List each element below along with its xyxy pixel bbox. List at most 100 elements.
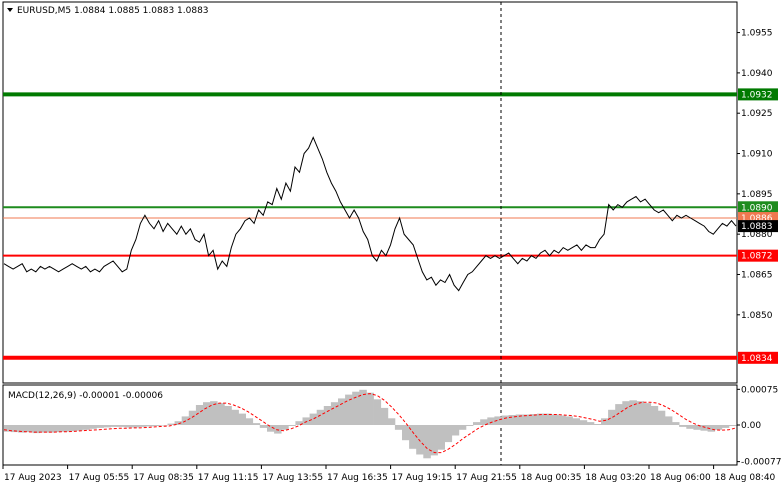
macd-bar xyxy=(309,413,318,425)
macd-axis: 0.00075 0.00 -0.00077 xyxy=(737,385,781,468)
time-tick-label: 17 Aug 11:15 xyxy=(198,473,259,483)
macd-bar xyxy=(25,425,33,433)
time-tick-label: 18 Aug 08:40 xyxy=(715,473,776,483)
macd-bar xyxy=(501,415,509,425)
macd-bar xyxy=(615,404,623,425)
macd-bar xyxy=(217,403,225,425)
macd-bar xyxy=(238,413,246,425)
macd-tick-label: -0.00077 xyxy=(741,458,781,468)
level-price-tag xyxy=(738,201,778,214)
macd-bar xyxy=(544,413,552,425)
macd-bar xyxy=(537,413,545,425)
price-tick-label: 1.0865 xyxy=(741,270,773,280)
macd-bar xyxy=(323,406,332,425)
macd-bar xyxy=(622,401,630,425)
macd-bar xyxy=(672,422,680,425)
level-price-label: 1.0872 xyxy=(741,252,773,262)
macd-bar xyxy=(231,409,239,425)
time-tick-label: 17 Aug 16:35 xyxy=(327,473,388,483)
macd-bar xyxy=(224,406,232,425)
time-tick-label: 18 Aug 00:35 xyxy=(521,473,582,483)
macd-bar xyxy=(274,425,282,434)
macd-bar xyxy=(444,425,453,443)
macd-bar xyxy=(558,415,566,425)
macd-bar xyxy=(430,425,438,456)
level-price-tag xyxy=(738,88,778,101)
macd-bar xyxy=(551,414,559,425)
macd-bar xyxy=(32,425,40,434)
macd-bar xyxy=(629,400,637,425)
macd-bar xyxy=(373,399,382,425)
time-tick-label: 17 Aug 21:55 xyxy=(456,473,517,483)
macd-bar xyxy=(18,425,26,433)
macd-bar xyxy=(195,405,204,425)
macd-label: MACD(12,26,9) -0.00001 -0.00006 xyxy=(8,391,163,401)
macd-bar xyxy=(529,414,538,425)
macd-bar xyxy=(394,425,403,430)
macd-bar xyxy=(53,425,62,433)
macd-tick-label: 0.00 xyxy=(741,421,761,431)
macd-bar xyxy=(89,425,97,429)
macd-bar xyxy=(465,425,474,426)
macd-bar xyxy=(117,425,126,427)
current-price-label: 1.0883 xyxy=(741,222,773,232)
macd-bar xyxy=(593,424,602,425)
macd-bar xyxy=(707,425,716,432)
macd-bar xyxy=(473,422,481,425)
current-price-tag: 1.0883 xyxy=(738,220,778,233)
macd-histogram xyxy=(4,389,737,459)
macd-bar xyxy=(316,409,325,425)
macd-bar xyxy=(174,421,183,425)
triangle-down-icon[interactable] xyxy=(7,8,13,12)
macd-bar xyxy=(82,425,90,430)
macd-bar xyxy=(657,410,666,425)
level-price-label: 1.0932 xyxy=(741,90,773,100)
macd-bar xyxy=(60,425,69,432)
macd-bar xyxy=(728,425,737,426)
macd-signal-line xyxy=(3,393,737,454)
price-pane[interactable] xyxy=(2,1,738,384)
macd-bar xyxy=(103,425,111,428)
macd-bar xyxy=(188,410,197,425)
macd-bar xyxy=(451,425,460,436)
macd-bar xyxy=(167,423,175,425)
macd-bar xyxy=(160,425,168,426)
macd-bar xyxy=(131,425,140,428)
macd-bar xyxy=(700,425,708,431)
macd-bar xyxy=(508,415,517,425)
macd-bar xyxy=(714,425,723,430)
macd-bar xyxy=(693,425,701,430)
macd-bar xyxy=(423,425,431,459)
macd-bar xyxy=(686,425,694,429)
macd-bar xyxy=(252,423,261,425)
macd-bar xyxy=(636,401,644,425)
macd-bar xyxy=(487,417,495,425)
price-tick-label: 1.0910 xyxy=(741,150,773,160)
price-tick-label: 1.0940 xyxy=(741,69,773,79)
macd-bar xyxy=(359,389,367,425)
macd-bar xyxy=(68,425,76,432)
level-price-tag xyxy=(738,351,778,364)
macd-bar xyxy=(96,425,104,428)
price-tick-label: 1.0925 xyxy=(741,109,773,119)
macd-tick-label: 0.00075 xyxy=(741,385,778,395)
time-tick-label: 17 Aug 08:35 xyxy=(133,473,194,483)
macd-bar xyxy=(124,425,133,428)
time-tick-label: 17 Aug 05:55 xyxy=(69,473,130,483)
time-tick-label: 18 Aug 06:00 xyxy=(650,473,711,483)
level-price-label: 1.0886 xyxy=(741,214,773,224)
macd-bar xyxy=(75,425,83,431)
macd-bar xyxy=(601,418,609,425)
macd-bar xyxy=(139,425,147,427)
macd-bar xyxy=(288,425,296,426)
macd-bar xyxy=(110,425,119,427)
macd-bar xyxy=(387,418,396,425)
macd-bar xyxy=(579,420,588,425)
macd-bar xyxy=(330,402,339,425)
macd-bar xyxy=(295,421,303,425)
macd-bar xyxy=(572,418,580,425)
macd-bar xyxy=(650,406,659,425)
macd-bar xyxy=(458,425,467,430)
time-tick-label: 17 Aug 13:55 xyxy=(262,473,323,483)
